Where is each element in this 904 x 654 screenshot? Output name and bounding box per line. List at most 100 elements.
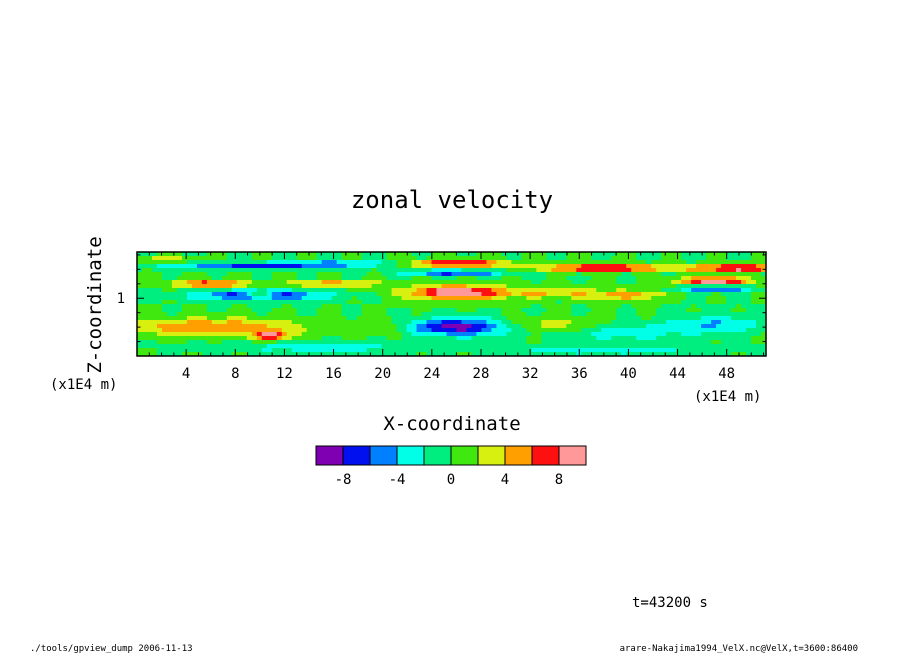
heatmap-cell <box>271 264 278 269</box>
heatmap-cell <box>166 324 173 329</box>
heatmap-cell <box>736 344 742 349</box>
heatmap-cell <box>721 252 727 257</box>
heatmap-cell <box>696 300 702 305</box>
heatmap-cell <box>331 300 338 305</box>
heatmap-cell <box>236 304 243 309</box>
heatmap-cell <box>511 340 517 345</box>
heatmap-cell <box>246 324 253 329</box>
heatmap-cell <box>641 260 647 265</box>
heatmap-cell <box>411 344 417 349</box>
heatmap-cell <box>271 252 278 257</box>
heatmap-cell <box>496 304 502 309</box>
heatmap-cell <box>231 336 238 341</box>
heatmap-cell <box>391 252 397 257</box>
heatmap-cell <box>406 300 412 305</box>
heatmap-cell <box>351 308 358 313</box>
heatmap-cell <box>456 276 462 281</box>
heatmap-cell <box>741 280 747 285</box>
heatmap-cell <box>311 352 318 357</box>
heatmap-cell <box>201 276 208 281</box>
heatmap-cell <box>286 292 293 297</box>
heatmap-cell <box>676 268 682 273</box>
heatmap-cell <box>426 268 432 273</box>
heatmap-cell <box>696 316 702 321</box>
heatmap-cell <box>646 268 652 273</box>
heatmap-cell <box>616 352 622 357</box>
heatmap-cell <box>591 288 597 293</box>
heatmap-cell <box>406 332 412 337</box>
heatmap-cell <box>431 336 437 341</box>
heatmap-cell <box>236 288 243 293</box>
heatmap-cell <box>761 284 767 289</box>
heatmap-cell <box>536 340 542 345</box>
heatmap-cell <box>431 288 437 293</box>
heatmap-cell <box>516 308 522 313</box>
heatmap-cell <box>611 292 617 297</box>
heatmap-cell <box>486 276 492 281</box>
heatmap-cell <box>476 252 482 257</box>
heatmap-cell <box>271 320 278 325</box>
heatmap-cell <box>641 300 647 305</box>
heatmap-cell <box>731 304 737 309</box>
heatmap-cell <box>396 328 402 333</box>
heatmap-cell <box>156 348 163 353</box>
heatmap-cell <box>206 348 213 353</box>
heatmap-cell <box>421 268 427 273</box>
heatmap-cell <box>376 264 383 269</box>
heatmap-cell <box>656 344 662 349</box>
heatmap-cell <box>186 296 193 301</box>
heatmap-cell <box>321 348 328 353</box>
heatmap-cell <box>196 296 203 301</box>
heatmap-cell <box>346 352 353 357</box>
heatmap-cell <box>496 348 502 353</box>
heatmap-cell <box>731 288 737 293</box>
heatmap-cell <box>241 316 248 321</box>
heatmap-cell <box>466 264 472 269</box>
heatmap-cell <box>276 256 283 261</box>
heatmap-cell <box>251 292 258 297</box>
heatmap-cell <box>656 332 662 337</box>
heatmap-cell <box>421 296 427 301</box>
heatmap-cell <box>321 268 328 273</box>
heatmap-cell <box>691 332 697 337</box>
heatmap-cell <box>501 292 507 297</box>
heatmap-cell <box>266 308 273 313</box>
heatmap-cell <box>366 348 373 353</box>
heatmap-cell <box>401 284 407 289</box>
heatmap-cell <box>166 328 173 333</box>
heatmap-cell <box>741 340 747 345</box>
heatmap-cell <box>166 332 173 337</box>
heatmap-cell <box>281 308 288 313</box>
heatmap-cell <box>426 324 432 329</box>
heatmap-cell <box>291 296 298 301</box>
heatmap-cell <box>186 284 193 289</box>
heatmap-cell <box>381 256 387 261</box>
heatmap-cell <box>636 280 642 285</box>
heatmap-cell <box>156 340 163 345</box>
heatmap-cell <box>631 272 637 277</box>
heatmap-cell <box>346 280 353 285</box>
heatmap-cell <box>706 352 712 357</box>
heatmap-cell <box>586 336 592 341</box>
heatmap-cell <box>211 256 218 261</box>
chart-title: zonal velocity <box>351 186 553 214</box>
heatmap-cell <box>137 312 143 317</box>
heatmap-cell <box>376 268 383 273</box>
heatmap-cell <box>196 300 203 305</box>
heatmap-cell <box>341 272 348 277</box>
heatmap-cell <box>171 268 178 273</box>
heatmap-cell <box>541 316 547 321</box>
heatmap-cell <box>311 340 318 345</box>
heatmap-cell <box>276 292 283 297</box>
heatmap-cell <box>381 320 387 325</box>
heatmap-cell <box>246 280 253 285</box>
heatmap-cell <box>491 284 497 289</box>
heatmap-cell <box>531 276 537 281</box>
heatmap-cell <box>606 272 612 277</box>
heatmap-cell <box>191 272 198 277</box>
heatmap-cell <box>266 320 273 325</box>
heatmap-cell <box>531 284 537 289</box>
heatmap-cell <box>706 284 712 289</box>
heatmap-cell <box>426 256 432 261</box>
heatmap-cell <box>546 292 552 297</box>
